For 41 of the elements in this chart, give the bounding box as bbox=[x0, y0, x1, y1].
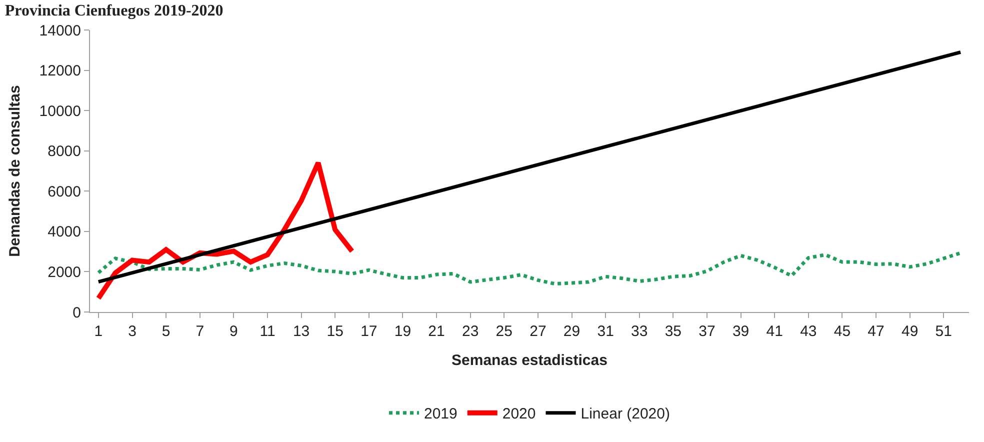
x-tick-label: 1 bbox=[94, 323, 103, 340]
x-tick-label: 13 bbox=[292, 323, 310, 340]
y-tick-label: 4000 bbox=[48, 224, 81, 241]
x-tick-label: 51 bbox=[935, 323, 952, 340]
x-tick-label: 29 bbox=[563, 323, 580, 340]
x-tick-label: 31 bbox=[597, 323, 614, 340]
y-tick-label: 2000 bbox=[48, 264, 81, 281]
x-tick-label: 45 bbox=[834, 323, 851, 340]
x-tick-label: 47 bbox=[868, 323, 884, 340]
x-tick-label: 43 bbox=[800, 323, 817, 340]
y-tick-label: 6000 bbox=[48, 183, 81, 200]
x-tick-label: 9 bbox=[230, 323, 238, 340]
x-tick-label: 7 bbox=[196, 323, 204, 340]
x-tick-label: 49 bbox=[901, 323, 918, 340]
x-tick-label: 11 bbox=[260, 323, 276, 340]
y-tick-label: 10000 bbox=[39, 102, 81, 120]
y-axis-title: Demandas de consultas bbox=[6, 85, 24, 257]
x-tick-label: 19 bbox=[394, 323, 412, 340]
y-tick-label: 8000 bbox=[48, 143, 81, 160]
x-tick-label: 37 bbox=[698, 323, 716, 340]
legend-label: 2019 bbox=[424, 406, 458, 423]
x-tick-label: 5 bbox=[162, 323, 170, 340]
x-tick-label: 25 bbox=[496, 323, 512, 340]
x-tick-label: 35 bbox=[664, 323, 682, 340]
y-tick-label: 0 bbox=[72, 304, 81, 322]
line-series bbox=[96, 251, 962, 286]
legend-label: 2020 bbox=[502, 406, 536, 423]
x-tick-label: 39 bbox=[732, 323, 750, 340]
y-tick-label: 12000 bbox=[39, 62, 81, 80]
chart-title: Provincia Cienfuegos 2019-2020 bbox=[4, 2, 224, 20]
x-tick-label: 3 bbox=[128, 323, 136, 340]
x-tick-label: 17 bbox=[360, 323, 378, 340]
x-tick-label: 27 bbox=[530, 323, 546, 340]
x-tick-label: 33 bbox=[631, 323, 648, 340]
x-tick-label: 41 bbox=[766, 323, 783, 340]
legend-label: Linear (2020) bbox=[580, 406, 670, 423]
x-tick-label: 23 bbox=[462, 323, 479, 340]
x-axis-title: Semanas estadisticas bbox=[452, 352, 608, 369]
x-tick-label: 15 bbox=[326, 323, 344, 340]
x-tick-label: 21 bbox=[428, 323, 445, 340]
y-tick-label: 14000 bbox=[39, 22, 81, 40]
